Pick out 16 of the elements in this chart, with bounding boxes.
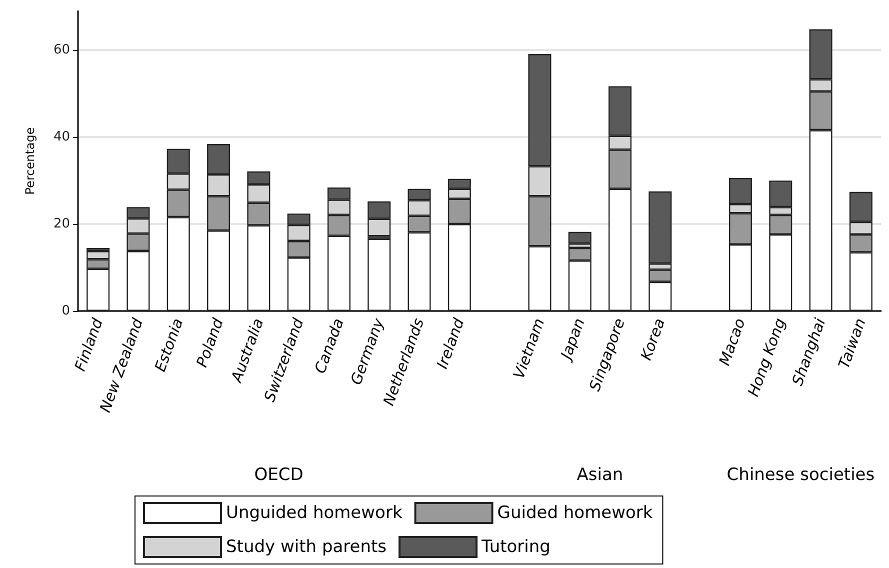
y-tick-label: 60 bbox=[53, 42, 70, 58]
bar bbox=[368, 238, 391, 311]
x-tick-label: Korea bbox=[636, 316, 669, 363]
legend-label: Study with parents bbox=[226, 537, 387, 557]
legend-label: Unguided homework bbox=[226, 503, 402, 523]
x-tick-label: Japan bbox=[556, 316, 588, 364]
y-axis-title: Percentage bbox=[23, 127, 37, 195]
y-tick-label: 0 bbox=[62, 304, 70, 318]
legend-label: Guided homework bbox=[497, 503, 653, 523]
bar bbox=[568, 232, 592, 244]
legend-label: Tutoring bbox=[480, 537, 550, 557]
text: Chinese societies bbox=[726, 465, 875, 485]
text: OECD bbox=[254, 465, 304, 485]
y-tick-label: 40 bbox=[53, 130, 70, 145]
text: Asian bbox=[576, 465, 624, 485]
y-tick-label: 20 bbox=[53, 216, 70, 232]
